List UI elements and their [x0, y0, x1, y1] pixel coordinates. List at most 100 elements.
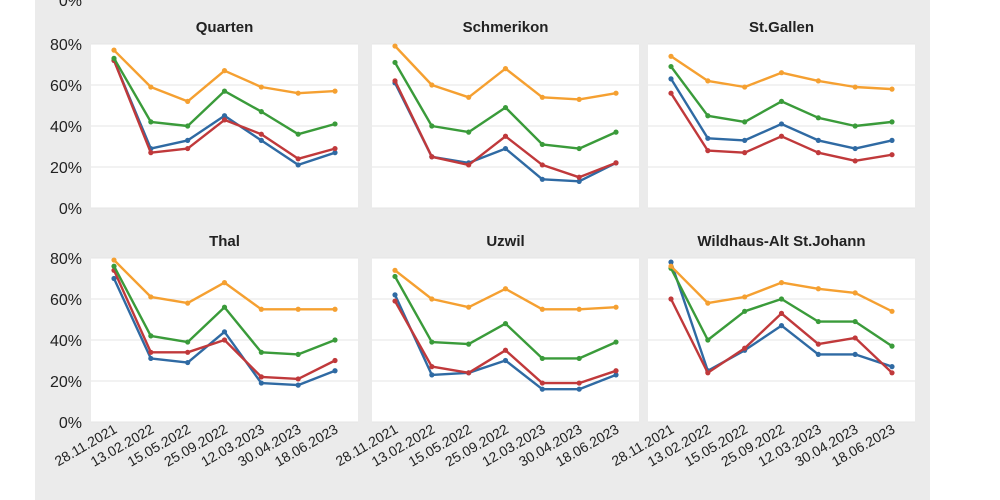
data-point-blue [668, 76, 674, 82]
data-point-green [295, 131, 301, 137]
data-point-orange [705, 78, 711, 84]
data-point-blue [576, 178, 582, 184]
data-point-blue [429, 372, 435, 378]
data-point-red [295, 376, 301, 382]
data-point-orange [668, 263, 674, 269]
data-point-green [815, 318, 821, 325]
data-point-green [332, 121, 338, 127]
y-tick-label: 0% [59, 415, 82, 432]
y-tick-label: 80% [50, 37, 82, 54]
data-point-blue [852, 351, 858, 357]
data-point-orange [502, 66, 509, 72]
data-point-red [148, 150, 154, 156]
panel-title: Thal [209, 233, 240, 250]
data-point-green [742, 308, 748, 314]
data-point-blue [392, 292, 398, 298]
data-point-red [148, 349, 154, 355]
panel-uzwil: Uzwil [372, 233, 639, 423]
panel-title: Wildhaus-Alt St.Johann [697, 233, 865, 250]
data-point-green [539, 141, 545, 148]
y-tick-label: 40% [50, 119, 82, 136]
panel-title: Quarten [196, 19, 254, 36]
data-point-green [429, 123, 435, 129]
y-tick-label: 0% [59, 201, 82, 218]
data-point-blue [221, 113, 228, 119]
data-point-orange [539, 94, 545, 100]
data-point-green [221, 88, 228, 94]
data-point-red [295, 156, 301, 162]
data-point-green [889, 343, 895, 349]
data-point-blue [332, 368, 338, 374]
data-point-orange [111, 47, 117, 53]
panel-title: St.Gallen [749, 19, 814, 36]
data-point-red [668, 296, 674, 302]
data-point-green [148, 333, 154, 339]
data-point-red [852, 158, 858, 164]
data-point-blue [889, 137, 895, 143]
data-point-orange [148, 294, 154, 300]
data-point-blue [185, 359, 191, 366]
data-point-red [852, 335, 858, 341]
data-point-red [539, 380, 545, 386]
data-point-blue [613, 372, 619, 378]
data-point-red [185, 145, 191, 152]
data-point-orange [778, 280, 785, 286]
data-point-red [539, 162, 545, 168]
data-point-orange [576, 306, 582, 312]
data-point-blue [221, 329, 228, 335]
y-tick-label: 20% [50, 160, 82, 177]
data-point-blue [502, 145, 509, 152]
data-point-orange [429, 82, 435, 88]
y-tick-label: 60% [50, 292, 82, 309]
data-point-red [466, 162, 472, 168]
data-point-green [742, 119, 748, 125]
data-point-red [332, 145, 338, 152]
data-point-green [576, 145, 582, 152]
panel-wildhaus-alt-st-johann: Wildhaus-Alt St.Johann [648, 233, 915, 423]
data-point-green [111, 55, 117, 61]
data-point-orange [852, 290, 858, 296]
data-point-orange [221, 280, 228, 286]
data-point-orange [742, 84, 748, 90]
data-point-blue [295, 162, 301, 168]
data-point-blue [778, 121, 785, 127]
data-point-green [111, 263, 117, 269]
data-point-red [185, 349, 191, 355]
data-point-orange [705, 300, 711, 306]
panel-quarten: Quarten [91, 19, 358, 209]
chart-area: 0% Quarten 0% 20% 40% 60% 80% Schmerikon St.Gall… [35, 0, 930, 500]
data-point-red [778, 310, 785, 316]
data-point-orange [502, 286, 509, 292]
data-point-orange [185, 98, 191, 104]
data-point-green [539, 355, 545, 362]
data-point-orange [295, 306, 301, 312]
data-point-orange [332, 306, 338, 312]
data-point-green [185, 339, 191, 345]
data-point-red [576, 174, 582, 180]
data-point-red [576, 380, 582, 386]
y-tick-label: 60% [50, 78, 82, 95]
data-point-red [392, 78, 398, 84]
data-point-red [221, 337, 228, 343]
data-point-orange [668, 53, 674, 59]
data-point-red [258, 374, 264, 380]
data-point-green [466, 129, 472, 135]
data-point-green [613, 129, 619, 135]
data-point-blue [258, 380, 264, 386]
data-point-green [778, 296, 785, 302]
data-point-green [815, 115, 821, 121]
data-point-blue [295, 382, 301, 388]
data-point-orange [815, 78, 821, 84]
data-point-blue [148, 355, 154, 362]
data-point-blue [539, 176, 545, 182]
data-point-orange [613, 90, 619, 96]
data-point-orange [815, 286, 821, 292]
data-point-orange [332, 88, 338, 94]
data-point-blue [705, 135, 711, 141]
data-point-green [332, 337, 338, 343]
data-point-red [613, 368, 619, 374]
data-point-blue [742, 137, 748, 143]
data-point-red [221, 117, 228, 123]
data-point-green [258, 349, 264, 355]
data-point-red [429, 364, 435, 370]
